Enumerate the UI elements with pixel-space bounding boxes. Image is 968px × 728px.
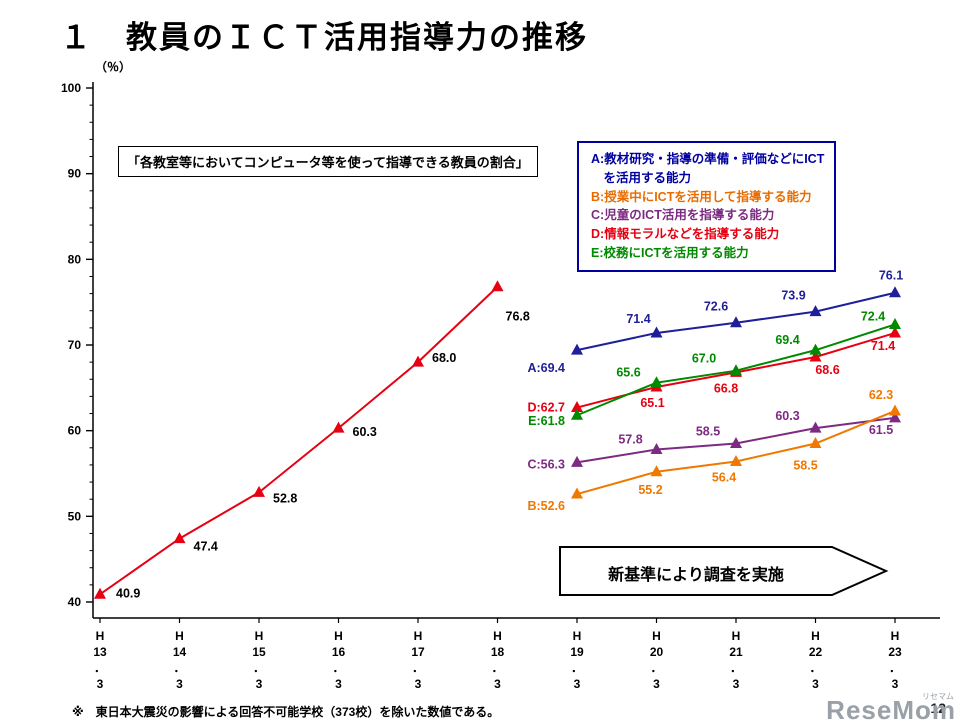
series-B-triangle-marker bbox=[571, 487, 583, 499]
series-B-triangle-marker bbox=[889, 404, 901, 416]
x-tick-label: H 22 ． 3 bbox=[809, 629, 823, 691]
y-tick-label: 100 bbox=[61, 81, 81, 95]
series-B-value-label: 58.5 bbox=[793, 459, 817, 473]
series-E-value-label: E:61.8 bbox=[528, 414, 565, 428]
legend-box: A:教材研究・指導の準備・評価などにICT を活用する能力 B:授業中にICTを… bbox=[577, 141, 837, 272]
series-C-value-label: 58.5 bbox=[696, 425, 720, 439]
series-rate-triangle-marker bbox=[412, 355, 424, 367]
y-tick-label: 70 bbox=[68, 338, 82, 352]
y-tick-label: 40 bbox=[68, 595, 82, 609]
series-rate-value-label: 47.4 bbox=[194, 540, 218, 554]
series-D-value-label: 68.6 bbox=[815, 363, 839, 377]
series-C-triangle-marker bbox=[571, 455, 583, 467]
series-C-value-label: 60.3 bbox=[775, 409, 799, 423]
series-D-value-label: 71.4 bbox=[871, 339, 895, 353]
series-rate-value-label: 60.3 bbox=[353, 425, 377, 439]
caption-box: 「各教室等においてコンピュータ等を使って指導できる教員の割合」 bbox=[118, 146, 538, 177]
watermark-ruby: リセマム bbox=[922, 692, 954, 701]
series-D-triangle-marker bbox=[889, 326, 901, 338]
legend-item-e: E:校務にICTを活用する能力 bbox=[591, 245, 749, 260]
series-A-value-label: A:69.4 bbox=[527, 361, 565, 375]
series-E-triangle-marker bbox=[650, 376, 663, 388]
series-line-rate bbox=[99, 286, 499, 596]
series-B-value-label: 56.4 bbox=[712, 471, 736, 485]
series-B-value-label: 55.2 bbox=[638, 483, 662, 497]
watermark-text: ReseMom bbox=[826, 695, 956, 725]
series-C-triangle-marker bbox=[889, 411, 901, 423]
series-E-triangle-marker bbox=[571, 408, 583, 420]
legend-item-d: D:情報モラルなどを指導する能力 bbox=[591, 227, 780, 241]
series-rate-triangle-marker bbox=[94, 587, 106, 599]
new-standard-banner-shape bbox=[559, 546, 889, 596]
legend-item-a-line2: を活用する能力 bbox=[591, 170, 692, 185]
series-A-value-label: 72.6 bbox=[704, 300, 728, 314]
series-B-triangle-marker bbox=[809, 437, 822, 449]
series-rate-triangle-marker bbox=[173, 532, 186, 544]
series-rate-triangle-marker bbox=[491, 280, 504, 292]
series-A-value-label: 76.1 bbox=[879, 269, 903, 283]
y-tick-label: 50 bbox=[68, 509, 82, 523]
series-rate-triangle-marker bbox=[332, 421, 345, 433]
series-B-triangle-marker bbox=[650, 465, 663, 477]
page-number: 12 bbox=[930, 700, 946, 716]
series-E-value-label: 65.6 bbox=[616, 366, 640, 380]
series-D-value-label: 66.8 bbox=[714, 381, 738, 395]
series-C-triangle-marker bbox=[809, 421, 822, 433]
series-rate-value-label: 68.0 bbox=[432, 351, 456, 365]
series-rate-triangle-marker bbox=[253, 485, 265, 497]
series-C-triangle-marker bbox=[730, 437, 742, 449]
series-D-value-label: D:62.7 bbox=[527, 401, 565, 415]
series-E-triangle-marker bbox=[730, 364, 742, 376]
series-C-value-label: C:56.3 bbox=[527, 457, 565, 471]
x-tick-label: H 17 ． 3 bbox=[411, 629, 425, 691]
series-A-value-label: 71.4 bbox=[626, 312, 650, 326]
x-tick-label: H 13 ． 3 bbox=[93, 629, 107, 691]
x-tick-label: H 14 ． 3 bbox=[173, 629, 187, 691]
legend-item-a: A:教材研究・指導の準備・評価などにICT を活用する能力 bbox=[591, 150, 824, 188]
new-standard-banner-label: 新基準により調査を実施 bbox=[608, 567, 784, 584]
series-A-triangle-marker bbox=[571, 343, 583, 355]
x-tick-label: H 16 ． 3 bbox=[332, 629, 346, 691]
series-A-triangle-marker bbox=[809, 305, 822, 317]
series-B-triangle-marker bbox=[730, 455, 742, 467]
y-tick-label: 80 bbox=[68, 252, 82, 266]
legend-item-a-line1: A:教材研究・指導の準備・評価などにICT bbox=[591, 152, 825, 166]
watermark-resemom-logo: リセマム ReseMom bbox=[826, 692, 956, 726]
series-A-triangle-marker bbox=[650, 326, 663, 338]
x-tick-label: H 15 ． 3 bbox=[252, 629, 266, 691]
series-A-triangle-marker bbox=[730, 316, 742, 328]
series-rate-value-label: 76.8 bbox=[506, 310, 530, 324]
series-B-value-label: B:52.6 bbox=[527, 499, 565, 513]
series-C-triangle-marker bbox=[650, 443, 663, 455]
x-tick-label: H 19 ． 3 bbox=[570, 629, 584, 691]
series-E-value-label: 72.4 bbox=[861, 309, 885, 323]
series-rate-value-label: 52.8 bbox=[273, 491, 297, 505]
series-D-triangle-marker bbox=[809, 350, 822, 362]
footnote: ※ 東日本大震災の影響による回答不可能学校（373校）を除いた数値である。 bbox=[72, 705, 500, 719]
series-C-value-label: 61.5 bbox=[869, 423, 893, 437]
x-tick-label: H 18 ． 3 bbox=[491, 629, 505, 691]
series-D-triangle-marker bbox=[571, 401, 583, 413]
series-E-triangle-marker bbox=[809, 343, 822, 355]
series-rate-value-label: 40.9 bbox=[116, 586, 140, 600]
x-tick-label: H 20 ． 3 bbox=[650, 629, 664, 691]
series-E-value-label: 67.0 bbox=[692, 352, 716, 366]
series-E-value-label: 69.4 bbox=[775, 333, 799, 347]
y-axis-unit-label: （％） bbox=[95, 60, 132, 74]
y-tick-label: 60 bbox=[68, 424, 82, 438]
series-B-value-label: 62.3 bbox=[869, 388, 893, 402]
series-A-value-label: 73.9 bbox=[781, 289, 805, 303]
series-E-triangle-marker bbox=[889, 317, 901, 329]
legend-item-b: B:授業中にICTを活用して指導する能力 bbox=[591, 189, 812, 204]
x-tick-label: H 21 ． 3 bbox=[729, 629, 743, 691]
y-tick-label: 90 bbox=[68, 167, 82, 181]
series-D-value-label: 65.1 bbox=[640, 396, 664, 410]
series-A-triangle-marker bbox=[889, 286, 901, 298]
series-C-value-label: 57.8 bbox=[618, 433, 642, 447]
legend-item-c: C:児童のICT活用を指導する能力 bbox=[591, 208, 775, 223]
page-title: １ 教員のＩＣＴ活用指導力の推移 bbox=[60, 20, 588, 55]
x-tick-label: H 23 ． 3 bbox=[888, 629, 902, 691]
